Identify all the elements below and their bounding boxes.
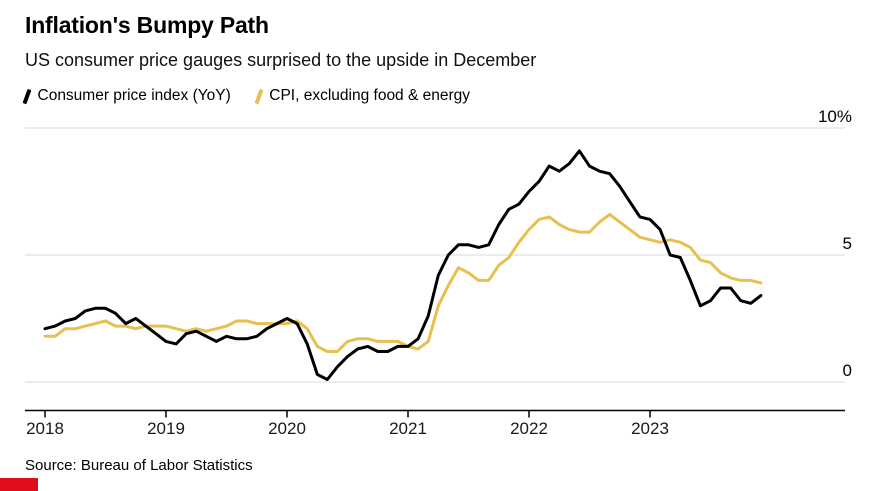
y-axis-tick-5: 5 (842, 234, 852, 253)
y-axis-tick-0: 0 (842, 361, 852, 380)
bloomberg-red-mark (0, 478, 38, 491)
source-note: Source: Bureau of Labor Statistics (25, 457, 253, 474)
x-axis-tick-2019: 2019 (147, 419, 185, 438)
x-axis-tick-2022: 2022 (510, 419, 548, 438)
legend-label-cpi: Consumer price index (YoY) (37, 87, 231, 104)
x-axis-tick-2020: 2020 (268, 419, 306, 438)
chart-legend: Consumer price index (YoY) CPI, excludin… (22, 87, 471, 105)
legend-item-core-cpi: CPI, excluding food & energy (254, 87, 471, 105)
chart-title: Inflation's Bumpy Path (25, 12, 269, 38)
legend-item-cpi: Consumer price index (YoY) (22, 87, 231, 105)
y-axis-tick-10: 10% (817, 107, 852, 126)
x-axis-tick-2023: 2023 (631, 419, 669, 438)
legend-label-core-cpi: CPI, excluding food & energy (269, 87, 471, 104)
chart-subtitle: US consumer price gauges surprised to th… (25, 50, 537, 70)
x-axis-tick-2018: 2018 (26, 419, 64, 438)
x-axis-tick-2021: 2021 (389, 419, 427, 438)
